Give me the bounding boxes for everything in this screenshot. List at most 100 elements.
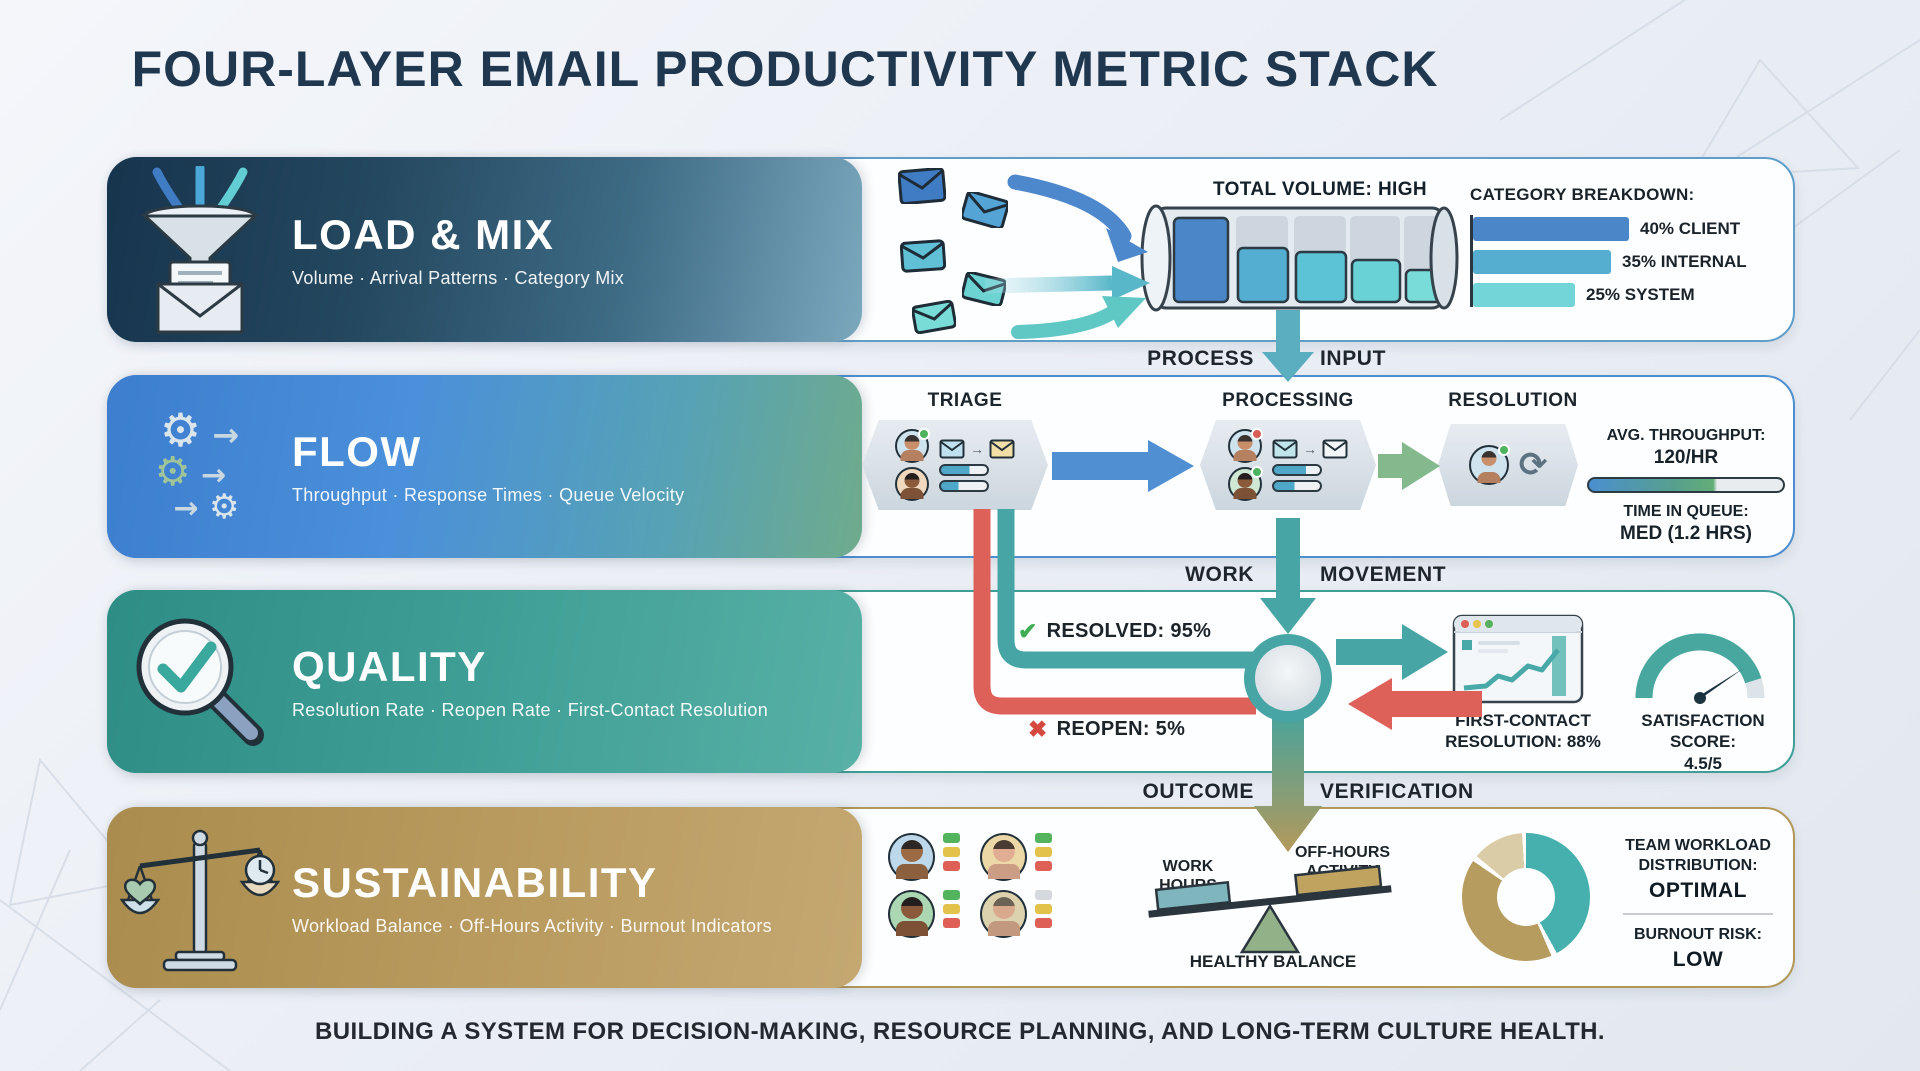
status-dot-green xyxy=(1251,466,1263,478)
envelope-icon xyxy=(939,439,965,458)
quality-pill: QUALITY Resolution Rate · Reopen Rate · … xyxy=(107,590,862,773)
status-check-dot xyxy=(1497,444,1510,456)
flow-text: FLOW Throughput · Response Times · Queue… xyxy=(292,428,684,506)
envelope-icon xyxy=(912,300,956,334)
fcr-trend-window-icon xyxy=(1452,614,1584,704)
layer-load-mix: LOAD & MIX Volume · Arrival Patterns · C… xyxy=(107,157,1795,342)
connector-right-text: VERIFICATION xyxy=(1320,780,1474,803)
bar-label: 35% INTERNAL xyxy=(1622,252,1747,271)
funnel-envelope-icon xyxy=(107,165,292,334)
layer-subtitle: Throughput · Response Times · Queue Velo… xyxy=(292,484,685,505)
connector-left-text: WORK xyxy=(1185,563,1254,586)
workload-label: TEAM WORKLOAD DISTRIBUTION: xyxy=(1625,837,1771,874)
layer-quality: QUALITY Resolution Rate · Reopen Rate · … xyxy=(107,590,1795,773)
avatar xyxy=(895,428,930,463)
avatar xyxy=(980,833,1027,881)
bar xyxy=(1473,250,1611,274)
avatar xyxy=(888,833,935,881)
throughput-label: AVG. THROUGHPUT: xyxy=(1606,427,1766,444)
status-dot-green xyxy=(918,428,930,440)
burnout-label: BURNOUT RISK: xyxy=(1634,926,1762,943)
balance-scale-icon xyxy=(107,822,292,974)
queue-value: MED (1.2 HRS) xyxy=(1620,523,1752,544)
team-member xyxy=(888,890,960,938)
divider xyxy=(1623,913,1773,915)
satisfaction-label: SATISFACTION SCORE: 4.5/5 xyxy=(1641,711,1765,773)
team-member xyxy=(980,833,1052,881)
avatar xyxy=(980,890,1027,938)
satisfaction-gauge-icon xyxy=(1635,633,1765,704)
stage-label-triage: TRIAGE xyxy=(927,390,1003,411)
layer-title: LOAD & MIX xyxy=(292,210,555,258)
small-arrow-icon: → xyxy=(970,440,984,457)
stage-label-resolution: RESOLUTION xyxy=(1448,390,1578,411)
connector-right-text: INPUT xyxy=(1320,347,1386,370)
bar-label: 40% CLIENT xyxy=(1640,219,1741,238)
avatar xyxy=(895,467,929,501)
queue-label: TIME IN QUEUE: xyxy=(1623,503,1749,520)
connector-right-text: MOVEMENT xyxy=(1320,563,1447,586)
footer-text: BUILDING A SYSTEM FOR DECISION-MAKING, R… xyxy=(315,1018,1605,1045)
breakdown-bar-system: 25% SYSTEM xyxy=(1473,283,1747,307)
throughput-progress-bar xyxy=(1587,477,1785,493)
layer-title: FLOW xyxy=(292,427,422,475)
total-volume-label: TOTAL VOLUME: HIGH xyxy=(1212,179,1428,200)
quality-text: QUALITY Resolution Rate · Reopen Rate · … xyxy=(292,643,768,721)
team-member xyxy=(888,833,960,881)
avatar xyxy=(1228,428,1263,463)
bar xyxy=(1473,283,1575,307)
reopen-text: REOPEN: 5% xyxy=(1056,718,1186,740)
category-breakdown-title: CATEGORY BREAKDOWN: xyxy=(1470,185,1695,204)
throughput-value: 120/HR xyxy=(1653,447,1719,468)
workload-text-block: TEAM WORKLOAD DISTRIBUTION: OPTIMAL BURN… xyxy=(1606,836,1790,972)
mini-progress-bar xyxy=(1272,479,1322,492)
bar-label: 25% SYSTEM xyxy=(1586,285,1695,304)
mini-progress-bar xyxy=(939,463,989,476)
load-mix-text: LOAD & MIX Volume · Arrival Patterns · C… xyxy=(292,211,624,289)
volume-tube-chart xyxy=(1140,204,1459,312)
layer-subtitle: Volume · Arrival Patterns · Category Mix xyxy=(292,267,625,288)
team-member xyxy=(980,890,1052,938)
layer-subtitle: Resolution Rate · Reopen Rate · First-Co… xyxy=(292,699,769,720)
small-arrow-icon: → xyxy=(1303,440,1317,457)
stage-hex-processing: → xyxy=(1200,420,1376,510)
page-title: FOUR-LAYER EMAIL PRODUCTIVITY METRIC STA… xyxy=(131,41,1439,97)
avatar xyxy=(888,890,935,938)
mini-progress-bar xyxy=(939,479,989,492)
load-mix-pill: LOAD & MIX Volume · Arrival Patterns · C… xyxy=(107,157,862,342)
workload-value: OPTIMAL xyxy=(1649,879,1747,902)
cycle-arrows-icon: ⟳ xyxy=(1518,445,1548,485)
team-indicator-grid xyxy=(888,833,1052,938)
envelope-icon xyxy=(962,272,1006,306)
healthy-balance-label: HEALTHY BALANCE xyxy=(1189,952,1357,971)
mini-progress-bar xyxy=(1272,463,1322,476)
envelope-icon xyxy=(989,439,1015,458)
quality-check-label: QUALITY CHECK xyxy=(1255,660,1321,695)
envelope-icon xyxy=(900,239,946,273)
bar xyxy=(1473,217,1629,241)
magnifier-check-icon xyxy=(107,607,292,757)
avatar xyxy=(1228,466,1263,501)
status-dot-red xyxy=(1251,428,1263,440)
reopen-label: ✖ REOPEN: 5% xyxy=(1028,716,1185,743)
layer-sustainability: SUSTAINABILITY Workload Balance · Off-Ho… xyxy=(107,807,1795,988)
sustainability-text: SUSTAINABILITY Workload Balance · Off-Ho… xyxy=(292,859,772,937)
avatar xyxy=(1468,444,1510,485)
indicator-bars xyxy=(1035,833,1052,875)
check-icon: ✔ xyxy=(1018,618,1038,644)
gears-arrows-icon: ⚙ → ⚙ → → ⚙ xyxy=(154,403,240,528)
stage-label-processing: PROCESSING xyxy=(1222,390,1354,411)
layer-title: SUSTAINABILITY xyxy=(292,858,658,906)
workload-donut-chart xyxy=(1462,833,1590,961)
breakdown-bar-internal: 35% INTERNAL xyxy=(1473,250,1747,274)
seesaw-graphic xyxy=(1148,865,1392,954)
fcr-label: FIRST-CONTACT RESOLUTION: 88% xyxy=(1445,711,1601,752)
sustainability-pill: SUSTAINABILITY Workload Balance · Off-Ho… xyxy=(107,807,862,988)
layer-title: QUALITY xyxy=(292,642,487,690)
category-breakdown: CATEGORY BREAKDOWN: 40% CLIENT 35% INTER… xyxy=(1470,185,1747,316)
envelope-icon xyxy=(1272,439,1298,458)
burnout-value: LOW xyxy=(1672,948,1724,971)
envelope-icon xyxy=(962,192,1008,228)
stage-hex-resolution: ⟳ xyxy=(1438,424,1578,506)
